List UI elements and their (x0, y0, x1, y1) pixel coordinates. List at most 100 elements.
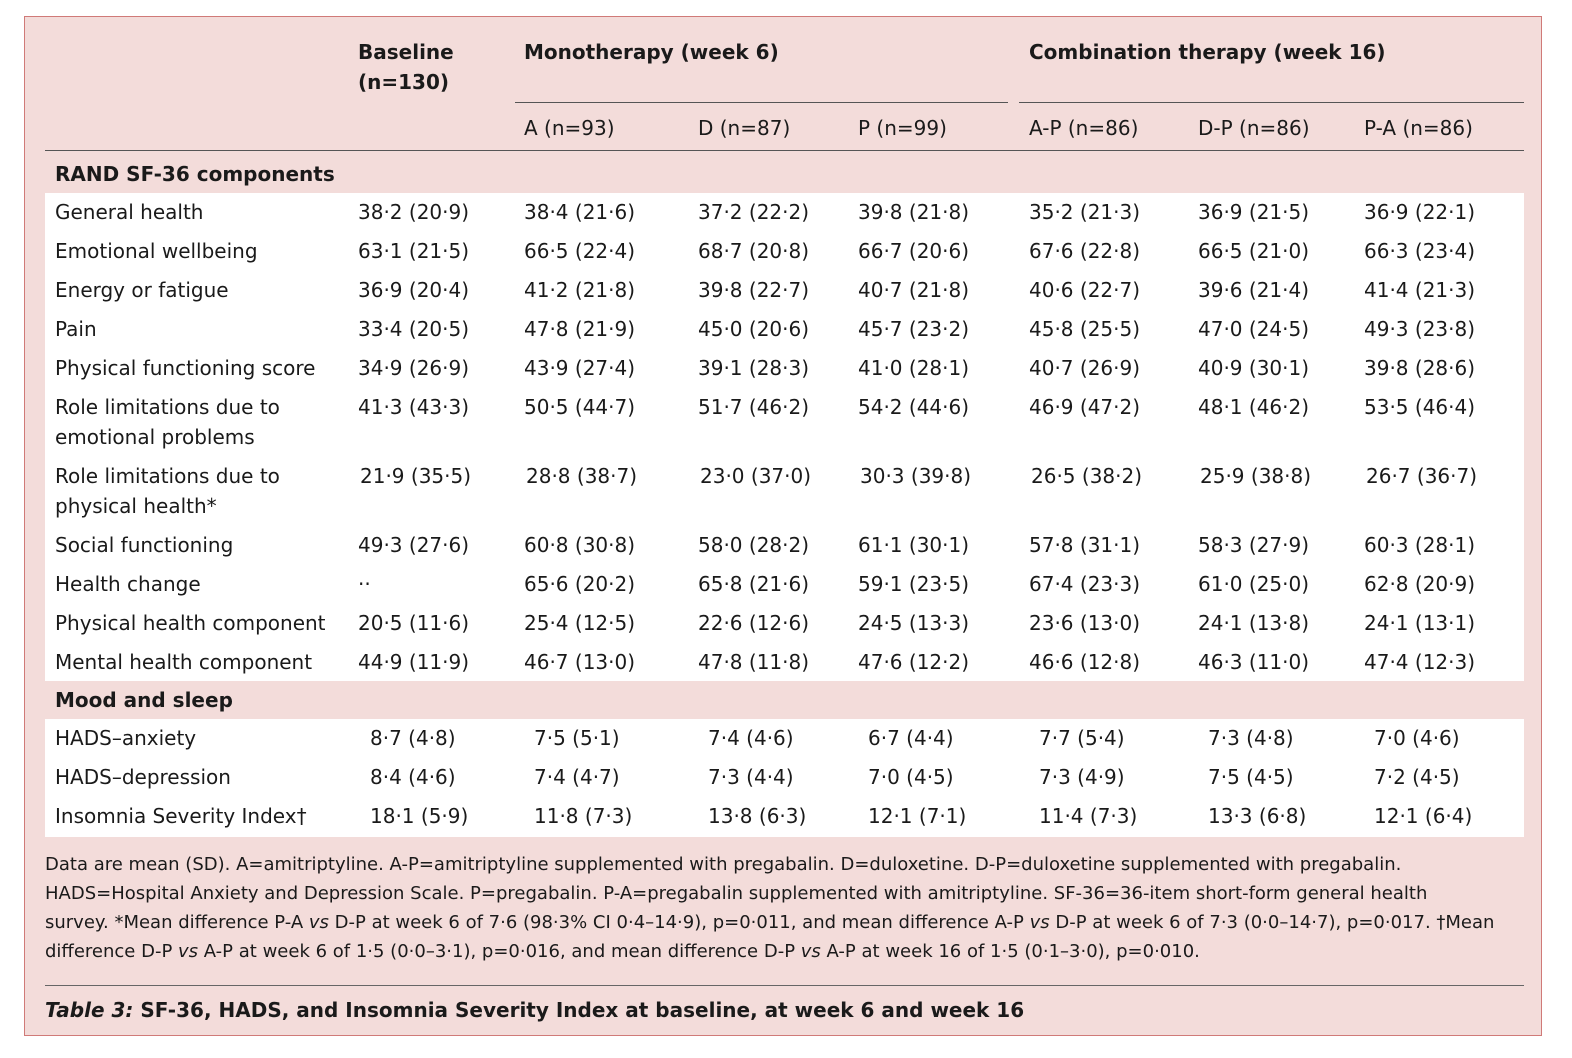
table-cell: 7·5 (4·5) (1208, 765, 1294, 789)
table-cell: 61·1 (30·1) (858, 533, 970, 557)
caption-number: Table 3: (45, 998, 134, 1022)
footnote-text: D-P at week 6 of 7·6 (98·3% CI 0·4–14·9)… (328, 912, 1030, 933)
row-label: Role limitations due to physical health* (55, 464, 280, 518)
table-cell: 7·3 (4·9) (1039, 765, 1125, 789)
row-label: Energy or fatigue (55, 278, 229, 302)
table-cell: 38·2 (20·9) (358, 200, 470, 224)
table-cell: 12·1 (6·4) (1374, 804, 1473, 828)
combination-rule (1019, 102, 1524, 103)
table-cell: 58·3 (27·9) (1198, 533, 1310, 557)
row-label: Health change (55, 572, 201, 596)
table-cell: 49·3 (27·6) (358, 533, 470, 557)
row-label: Pain (55, 317, 97, 341)
header-baseline-n: (n=130) (358, 70, 450, 94)
footnote-vs: vs (308, 912, 329, 933)
table-cell: 61·0 (25·0) (1198, 572, 1310, 596)
table-cell: 26·5 (38·2) (1031, 464, 1143, 488)
table-cell: 65·6 (20·2) (524, 572, 636, 596)
table-cell: 67·6 (22·8) (1029, 239, 1141, 263)
table-cell: 45·8 (25·5) (1029, 317, 1141, 341)
table-cell: 36·9 (22·1) (1364, 200, 1476, 224)
table-cell: 39·8 (21·8) (858, 200, 970, 224)
table-cell: 63·1 (21·5) (358, 239, 470, 263)
table-cell: 7·0 (4·5) (868, 765, 954, 789)
table-cell: 45·0 (20·6) (698, 317, 810, 341)
header-baseline-label: Baseline (358, 40, 454, 64)
table-cell: 45·7 (23·2) (858, 317, 970, 341)
caption-text: SF-36, HADS, and Insomnia Severity Index… (133, 998, 1025, 1022)
table-cell: 26·7 (36·7) (1366, 464, 1478, 488)
table-cell: 66·3 (23·4) (1364, 239, 1476, 263)
table-cell: 46·6 (12·8) (1029, 650, 1141, 674)
table-cell: 30·3 (39·8) (860, 464, 972, 488)
table-cell: 47·4 (12·3) (1364, 650, 1476, 674)
row-label: HADS–depression (55, 765, 231, 789)
table-cell: 66·5 (21·0) (1198, 239, 1310, 263)
table-cell: 46·9 (47·2) (1029, 395, 1141, 419)
header-bottom-rule (45, 150, 1524, 151)
table-cell: 49·3 (23·8) (1364, 317, 1476, 341)
footnote-text: Data are mean (SD). A=amitriptyline. A-P… (45, 854, 1428, 933)
table-cell: 7·0 (4·6) (1374, 726, 1460, 750)
table-cell: 7·4 (4·7) (534, 765, 620, 789)
table-cell: 53·5 (46·4) (1364, 395, 1476, 419)
table-cell: 11·8 (7·3) (534, 804, 633, 828)
table-cell: 8·4 (4·6) (370, 765, 456, 789)
table-cell: 7·4 (4·6) (708, 726, 794, 750)
table-cell: 59·1 (23·5) (858, 572, 970, 596)
table-cell: 13·3 (6·8) (1208, 804, 1307, 828)
table-cell: 47·6 (12·2) (858, 650, 970, 674)
table-cell: 7·5 (5·1) (534, 726, 620, 750)
table-cell: 13·8 (6·3) (708, 804, 807, 828)
row-label: Insomnia Severity Index† (55, 804, 307, 828)
table-cell: 36·9 (20·4) (358, 278, 470, 302)
table-cell: 40·7 (26·9) (1029, 356, 1141, 380)
footnote-text: D-P at week 6 of 7·3 (0·0–14·7), p=0·017… (45, 912, 1495, 962)
table-footnote: Data are mean (SD). A=amitriptyline. A-P… (45, 850, 1495, 966)
table-cell: 60·8 (30·8) (524, 533, 636, 557)
footnote-vs: vs (178, 941, 199, 962)
row-label: Role limitations due to emotional proble… (55, 395, 280, 449)
col-header-ap: A-P (n=86) (1029, 116, 1139, 140)
table-cell: 40·9 (30·1) (1198, 356, 1310, 380)
table-cell: 7·3 (4·8) (1208, 726, 1294, 750)
table-cell: 41·4 (21·3) (1364, 278, 1476, 302)
table-cell: 44·9 (11·9) (358, 650, 470, 674)
row-label: Physical functioning score (55, 356, 316, 380)
table-cell: 47·8 (11·8) (698, 650, 810, 674)
table-cell: 21·9 (35·5) (360, 464, 472, 488)
table-cell: 39·8 (22·7) (698, 278, 810, 302)
table-cell: 68·7 (20·8) (698, 239, 810, 263)
table-cell: 67·4 (23·3) (1029, 572, 1141, 596)
footnote-text: A-P at week 16 of 1·5 (0·1–3·0), p=0·010… (820, 941, 1200, 962)
table-cell: 22·6 (12·6) (698, 611, 810, 635)
table-cell: 41·2 (21·8) (524, 278, 636, 302)
caption-rule (45, 985, 1524, 986)
table-cell: 65·8 (21·6) (698, 572, 810, 596)
table-cell: 41·3 (43·3) (358, 395, 470, 419)
row-label: General health (55, 200, 204, 224)
table-cell: 46·7 (13·0) (524, 650, 636, 674)
header-monotherapy: Monotherapy (week 6) (524, 40, 779, 64)
table-cell: 8·7 (4·8) (370, 726, 456, 750)
section-body (45, 719, 1524, 837)
table-cell: 37·2 (22·2) (698, 200, 810, 224)
table-cell: 41·0 (28·1) (858, 356, 970, 380)
row-label: Mental health component (55, 650, 313, 674)
monotherapy-rule (515, 102, 1008, 103)
section-title: RAND SF-36 components (55, 162, 335, 186)
footnote-text: A-P at week 6 of 1·5 (0·0–3·1), p=0·016,… (198, 941, 801, 962)
table-cell: 46·3 (11·0) (1198, 650, 1310, 674)
table-cell: 40·6 (22·7) (1029, 278, 1141, 302)
table-cell: 28·8 (38·7) (526, 464, 638, 488)
table-caption: Table 3: SF-36, HADS, and Insomnia Sever… (45, 995, 1024, 1025)
table-cell: 57·8 (31·1) (1029, 533, 1141, 557)
table-cell: 60·3 (28·1) (1364, 533, 1476, 557)
table-cell: 43·9 (27·4) (524, 356, 636, 380)
table-cell: 51·7 (46·2) (698, 395, 810, 419)
header-combination: Combination therapy (week 16) (1029, 40, 1386, 64)
section-title: Mood and sleep (55, 688, 233, 712)
table-cell: 47·8 (21·9) (524, 317, 636, 341)
table-cell: 35·2 (21·3) (1029, 200, 1141, 224)
table-cell: 40·7 (21·8) (858, 278, 970, 302)
